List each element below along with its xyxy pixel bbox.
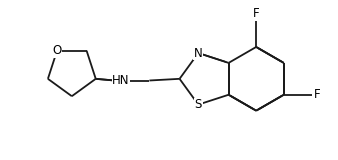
Text: F: F [314,88,321,101]
Text: S: S [195,98,202,111]
Text: N: N [194,47,203,60]
Text: F: F [253,7,260,20]
Text: O: O [52,44,62,57]
Text: HN: HN [112,74,130,87]
